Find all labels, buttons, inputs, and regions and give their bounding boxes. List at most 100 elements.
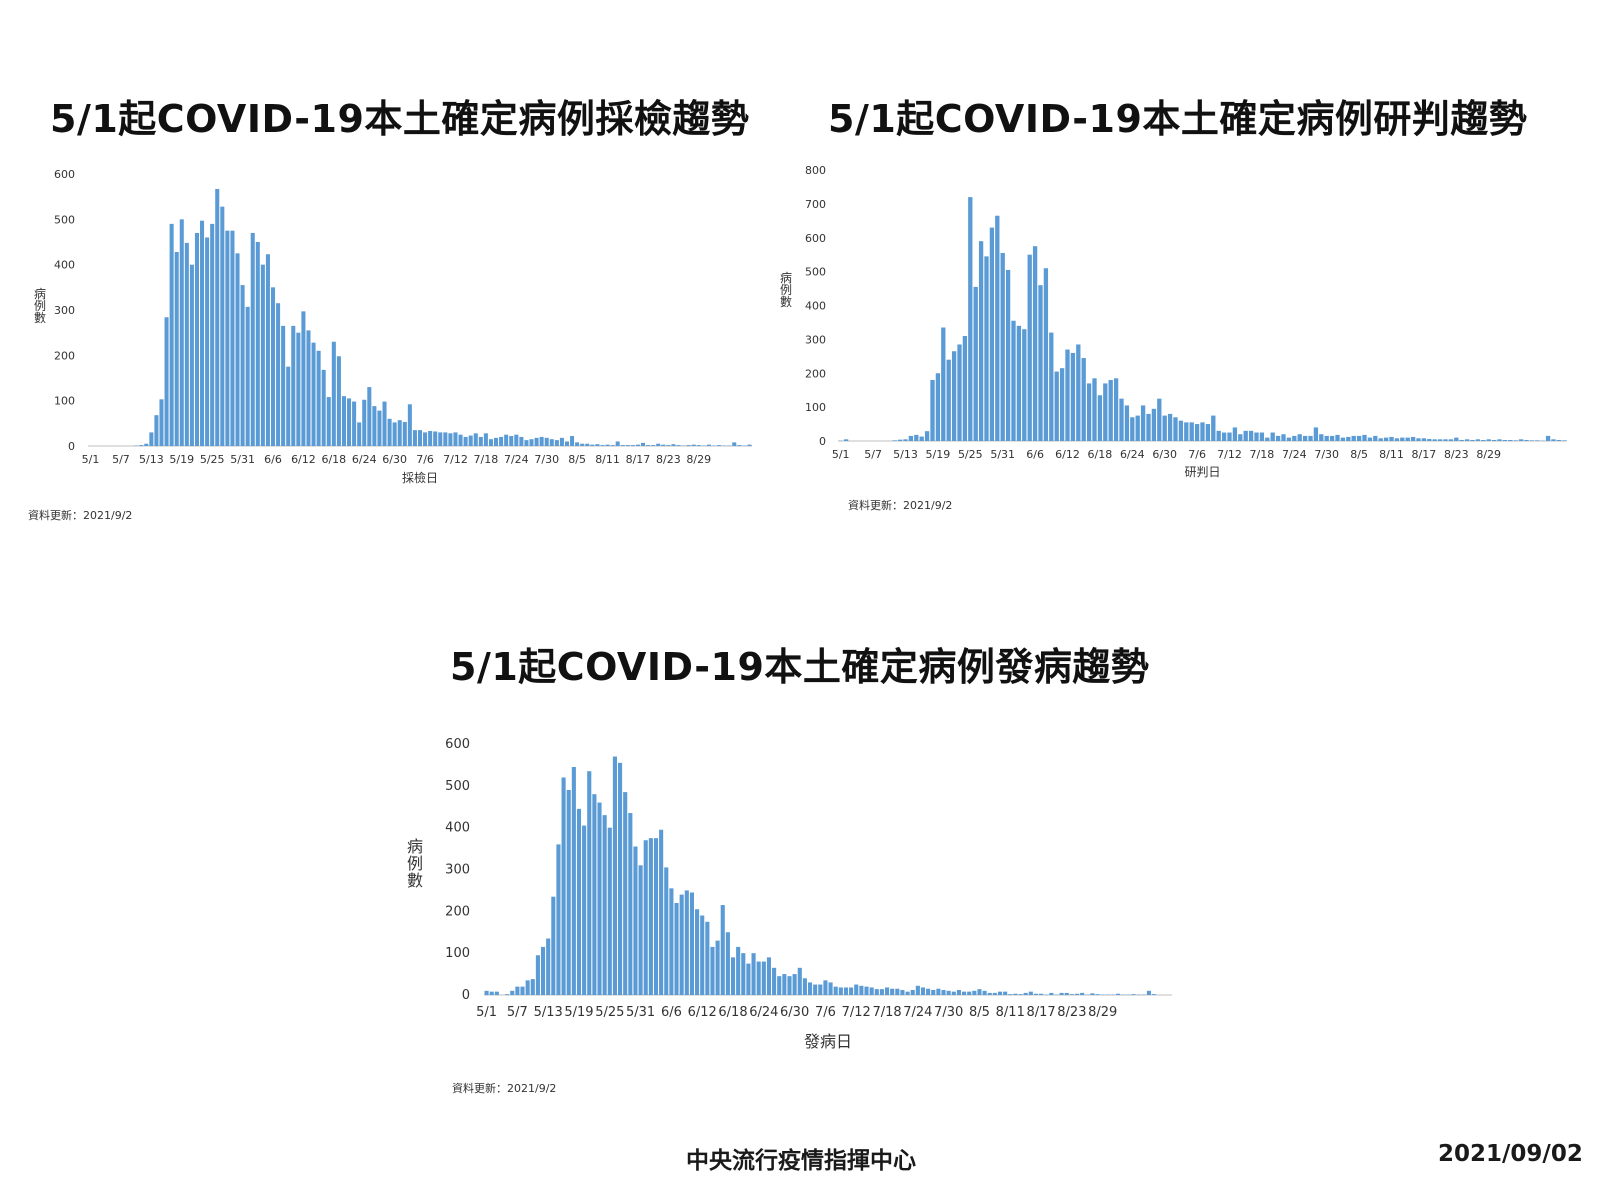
bar: [397, 420, 402, 446]
bar: [1200, 422, 1205, 441]
bar: [321, 369, 326, 446]
bar: [957, 344, 962, 441]
bar: [926, 988, 931, 995]
bar: [326, 397, 331, 446]
bar: [1167, 413, 1173, 441]
y-tick-label: 300: [805, 333, 826, 346]
bar: [602, 815, 607, 995]
bar: [797, 967, 802, 995]
bar: [1146, 413, 1151, 441]
bar: [1221, 432, 1227, 441]
bar: [1308, 435, 1313, 441]
bar: [1205, 424, 1211, 441]
bar: [879, 989, 884, 995]
bar: [1373, 435, 1378, 441]
x-tick-label: 8/17: [1412, 448, 1437, 461]
bar: [1362, 434, 1367, 441]
x-tick-label: 7/6: [1188, 448, 1206, 461]
bar: [691, 444, 696, 446]
bar: [590, 444, 595, 446]
bar: [1054, 371, 1059, 441]
bar: [1319, 434, 1324, 441]
bar: [659, 829, 664, 995]
bar: [551, 896, 556, 995]
bar: [571, 767, 576, 995]
y-tick-label: 200: [445, 904, 470, 919]
bar: [1351, 435, 1356, 441]
bar: [1270, 432, 1275, 441]
y-tick-label: 500: [54, 213, 75, 226]
bar: [941, 327, 946, 441]
bar: [689, 892, 694, 995]
bar: [1556, 439, 1562, 441]
bar: [1378, 438, 1383, 441]
bar: [648, 838, 653, 996]
x-tick-label: 7/12: [1217, 448, 1242, 461]
x-tick-label: 6/6: [264, 453, 282, 466]
bar: [717, 445, 722, 446]
bar: [347, 398, 352, 446]
bar: [587, 771, 592, 995]
bar: [220, 206, 225, 446]
bar: [833, 986, 838, 995]
bar: [402, 421, 407, 446]
x-tick-label: 7/30: [934, 1005, 963, 1020]
bar: [962, 991, 967, 995]
bar: [362, 399, 367, 446]
bar: [1275, 435, 1281, 441]
bar: [1016, 325, 1022, 441]
bar: [1432, 439, 1437, 441]
y-tick-label: 0: [462, 988, 470, 1003]
y-tick-label: 0: [819, 435, 826, 448]
bar: [525, 980, 530, 995]
bar: [1518, 439, 1524, 441]
bar: [392, 422, 397, 446]
bar: [484, 990, 489, 995]
bar: [1529, 440, 1535, 441]
bar: [651, 445, 656, 446]
x-tick-label: 6/6: [661, 1005, 682, 1020]
bar: [1367, 437, 1373, 441]
bar: [1162, 415, 1167, 441]
bar: [747, 444, 752, 446]
bar: [1151, 408, 1157, 441]
bar: [505, 994, 510, 995]
bar: [1131, 994, 1136, 995]
bar: [1157, 398, 1162, 441]
bar: [1103, 383, 1108, 441]
bar: [823, 980, 828, 995]
bar: [559, 437, 564, 446]
x-tick-label: 6/30: [1152, 448, 1177, 461]
bar: [924, 431, 930, 441]
bar: [592, 794, 597, 995]
x-tick-label: 6/24: [749, 1005, 778, 1020]
x-tick-label: 7/12: [842, 1005, 871, 1020]
bar: [428, 431, 433, 446]
bar: [737, 445, 742, 446]
bar: [1394, 438, 1400, 441]
bar: [666, 445, 671, 446]
bar: [281, 325, 286, 446]
bar: [1486, 439, 1491, 441]
y-tick-label: 600: [805, 232, 826, 245]
bar: [1027, 254, 1032, 441]
bar: [706, 444, 711, 446]
bar: [843, 987, 849, 995]
bar: [1090, 993, 1095, 995]
x-tick-label: 6/30: [780, 1005, 809, 1020]
bar: [529, 439, 534, 446]
bar: [653, 838, 659, 996]
bar: [1535, 440, 1540, 441]
bar: [1459, 439, 1464, 441]
bar: [595, 444, 600, 446]
x-tick-label: 5/25: [200, 453, 225, 466]
bar: [210, 223, 215, 446]
bar: [1074, 993, 1080, 995]
bar: [407, 404, 412, 446]
x-tick-label: 8/23: [1444, 448, 1469, 461]
bar: [987, 992, 992, 995]
bar: [1049, 992, 1054, 995]
x-tick-label: 6/24: [1120, 448, 1145, 461]
